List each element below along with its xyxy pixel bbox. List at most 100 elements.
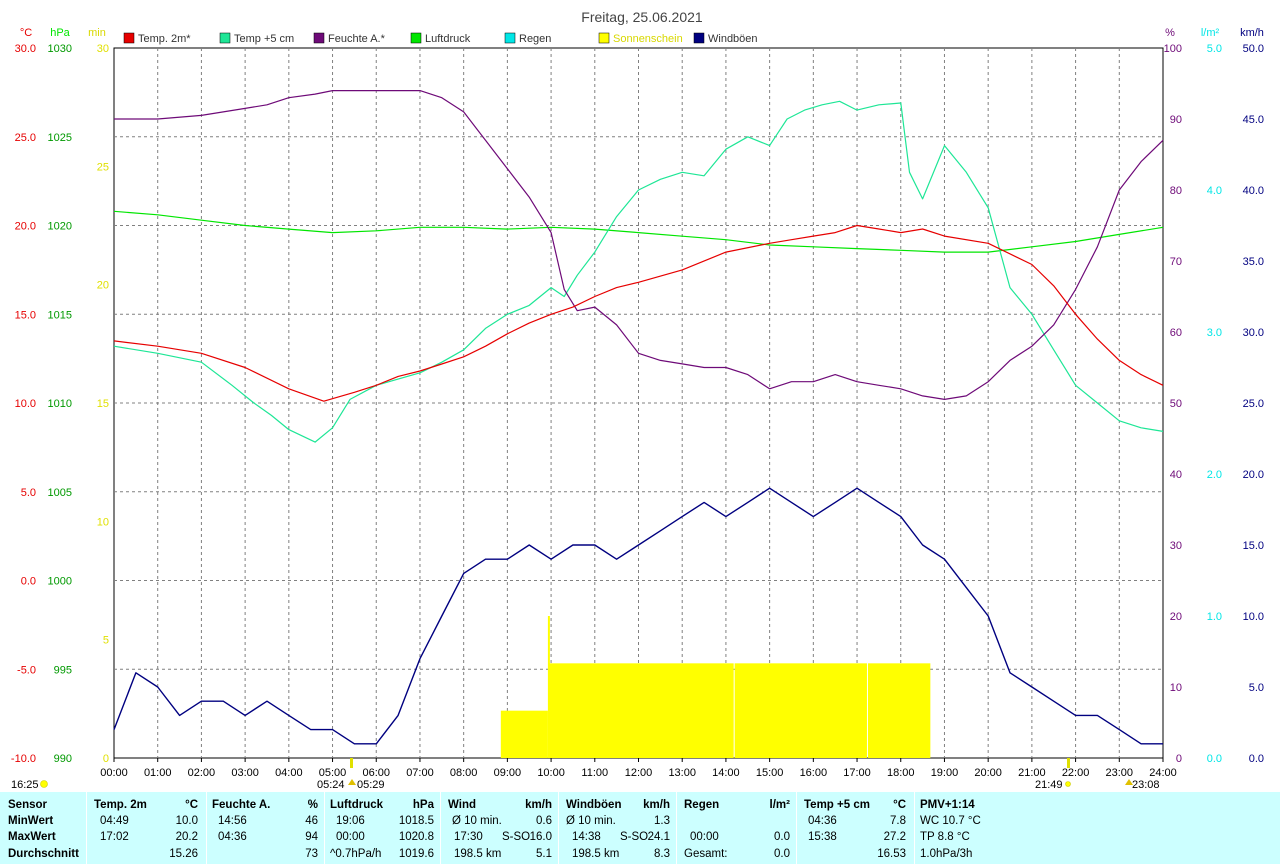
x-tick-label: 24:00 [1149,767,1177,779]
moon-arrow-icon [1125,779,1133,785]
stats-wind: Wind km/h Ø 10 min. 0.6 17:30 S-SO 16.0 … [440,792,559,864]
wind-tick: 15.0 [1243,540,1264,552]
sun-tick: 15 [97,398,109,410]
pressure-tick: 995 [54,664,72,676]
legend-label-wind: Windböen [708,33,758,45]
temp2m-min: 10.0 [175,815,198,827]
temp-tick: 25.0 [15,132,36,144]
stats-rain: Regen l/m² 00:00 0.0 Gesamt: 0.0 [676,792,797,864]
sunrise-label: 05:24 [317,779,345,791]
pressure-line [113,210,1164,253]
x-tick-label: 08:00 [450,767,478,779]
wind-tick: 20.0 [1243,469,1264,481]
pressure-tick: 990 [54,753,72,765]
current-time-label: 16:25 [11,779,39,791]
wind-dist: 198.5 km [454,848,502,860]
temp5cm-header: Temp +5 cm [804,799,870,811]
humidity-tick: 100 [1164,43,1182,55]
temp-tick: 15.0 [15,309,36,321]
x-tick-label: 23:00 [1106,767,1134,779]
temp5cm-min: 7.8 [890,815,906,827]
humidity-unit: % [307,799,318,811]
rain-header: Regen [684,799,720,811]
wind-tick: 0.0 [1249,753,1264,765]
wind-axis-unit: km/h [1240,27,1264,39]
temp5cm-avg: 16.53 [877,848,906,860]
sunshine-spike [547,616,550,758]
row-max-label: MaxWert [8,831,56,843]
x-tick-label: 06:00 [362,767,390,779]
x-tick-label: 19:00 [931,767,959,779]
sun-tick: 30 [97,43,109,55]
temp2m-min-time: 04:49 [100,815,129,827]
humidity-tick: 80 [1170,185,1182,197]
humidity-tick: 70 [1170,256,1182,268]
temp-tick: 5.0 [21,487,36,499]
temp-tick: 0.0 [21,576,36,588]
legend-swatch-rain [504,32,516,44]
x-tick-label: 07:00 [406,767,434,779]
temp5cm-unit: °C [893,799,906,811]
legend-label-temp5cm: Temp +5 cm [234,33,294,45]
temp-tick: 30.0 [15,43,36,55]
stats-sensor-header: Sensor [8,799,47,811]
sun-axis-unit: min [88,27,106,39]
sunshine-bar [500,710,548,758]
wind-min: 0.6 [536,815,552,827]
pressure-header: Luftdruck [330,799,384,811]
wind-gust-line [113,487,1163,745]
x-tick-label: 17:00 [843,767,871,779]
pressure-tick: 1020 [48,221,72,233]
wind-tick: 50.0 [1243,43,1264,55]
stats-gusts: Windböen km/h Ø 10 min. 1.3 14:38 S-SO 2… [558,792,677,864]
stats-humidity: Feuchte A. % 14:56 46 04:36 94 73 [206,792,325,864]
stats-pressure: Luftdruck hPa 19:06 1018.5 00:00 1020.8 … [324,792,441,864]
pressure-tick: 1005 [48,487,72,499]
legend-swatch-sunshine [598,32,610,44]
wind-tick: 35.0 [1243,256,1264,268]
wind-min-label: Ø 10 min. [452,815,502,827]
humidity-line [114,89,1164,400]
humidity-tick: 90 [1170,114,1182,126]
x-tick-label: 20:00 [974,767,1002,779]
rain-total: 0.0 [774,848,790,860]
row-avg-label: Durchschnitt [8,848,79,860]
sun-tick: 0 [103,753,109,765]
wind-max-dir: S-SO [502,831,531,843]
grid [114,48,1163,758]
x-tick-label: 16:00 [800,767,828,779]
humidity-tick: 50 [1170,398,1182,410]
x-tick-label: 03:00 [231,767,259,779]
sunset-label: 21:49 [1035,779,1063,791]
legend-swatch-temp5cm [219,32,231,44]
pressure-tick: 1015 [48,309,72,321]
temp2m-line [113,224,1164,402]
pressure-tick: 1025 [48,132,72,144]
temp2m-unit: °C [185,799,198,811]
sunshine-bar [734,663,867,758]
wind-max-time: 17:30 [454,831,483,843]
rain-tick: 5.0 [1207,43,1222,55]
x-tick-label: 14:00 [712,767,740,779]
wind-avg: 5.1 [536,848,552,860]
wind-tick: 45.0 [1243,114,1264,126]
gusts-max: 24.1 [647,831,670,843]
weather-chart: Freitag, 25.06.2021 Temp. 2m* Temp +5 cm F… [11,9,1264,791]
x-axis: 00:00 01:00 02:00 03:00 04:00 05:00 06:00 07:00… [100,758,1177,779]
wind-tick: 5.0 [1249,682,1264,694]
stats-temp5cm: Temp +5 cm °C 04:36 7.8 15:38 27.2 16.53 [796,792,915,864]
statistics-panel: Sensor MinWert MaxWert Durchschnitt Temp… [0,792,1280,864]
humidity-min-time: 14:56 [218,815,247,827]
pressure-max: 1020.8 [398,831,434,843]
wind-unit: km/h [525,799,552,811]
pressure-avg: 1019.6 [398,848,434,860]
row-min-label: MinWert [8,815,54,827]
sunshine-bar [548,663,734,758]
legend-swatch-humidity [313,32,325,44]
legend-swatch-temp2m [123,32,135,44]
sun-tick: 20 [97,280,109,292]
rain-axis-unit: l/m² [1201,27,1220,39]
pressure-min: 1018.5 [398,815,434,827]
sunshine-bars [500,616,931,758]
humidity-axis-unit: % [1165,27,1175,39]
